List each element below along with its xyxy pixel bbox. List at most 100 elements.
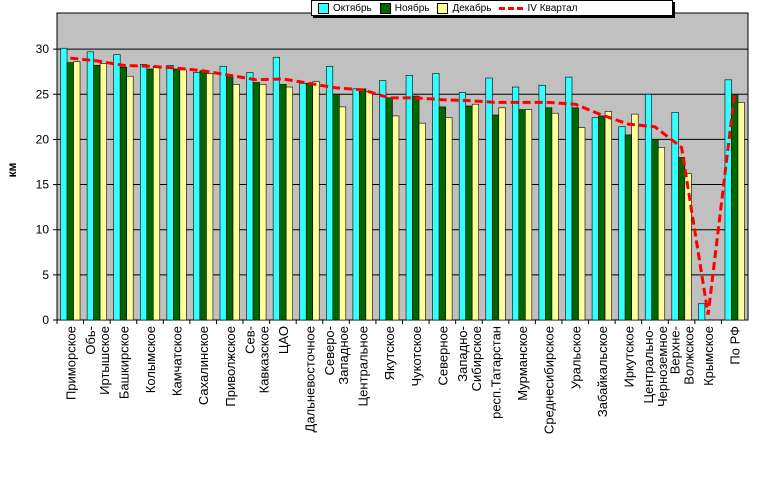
x-tick-label-text: Башкирское: [116, 326, 131, 399]
x-tick-label: Уральское: [568, 326, 583, 389]
legend-label-december: Декабрь: [452, 2, 492, 14]
bar-Октябрь-Центрально-Черноземное: [644, 93, 653, 321]
legend-label-quarter: IV Квартал: [527, 2, 578, 14]
bar-Октябрь-Камчатское: [166, 65, 174, 321]
x-tick-label: Приволжское: [223, 326, 238, 407]
bar-Октябрь-Северное: [432, 73, 440, 321]
x-tick-label-text: Обь-: [83, 326, 98, 355]
x-tick-label: Верхне- Волжское: [668, 326, 697, 385]
bar-Декабрь-Дальневосточное: [312, 81, 320, 321]
bar-Декабрь-Северо-Западное: [339, 106, 347, 321]
bar-Ноябрь-Чукотское: [412, 95, 420, 321]
bar-Декабрь-Иркутское: [631, 113, 639, 321]
x-tick-label: Обь- Иртышское: [83, 326, 112, 395]
bar-Декабрь-Якутское: [392, 115, 400, 321]
bar-Ноябрь-ЦАО: [279, 84, 287, 321]
bar-Декабрь-респ.Татарстан: [498, 107, 506, 321]
x-tick-label: Сев- Кавказское: [242, 326, 271, 393]
x-tick-label-text: По РФ: [728, 326, 743, 365]
x-tick-label-text: Иркутское: [621, 326, 636, 388]
x-tick-label: Колымское: [143, 326, 158, 393]
x-tick-label: Западно- Сибирское: [455, 326, 484, 391]
bar-Декабрь-Камчатское: [179, 69, 187, 321]
legend-item-october: Октябрь: [318, 2, 372, 14]
bar-Октябрь-Северо-Западное: [326, 65, 334, 321]
bar-Декабрь-По РФ: [737, 102, 745, 321]
y-tick-label: 30: [36, 42, 50, 56]
bar-Ноябрь-Северное: [438, 106, 446, 321]
y-axis: 0 5 10 15 20 25 30: [36, 42, 57, 327]
x-tick-label-text: Центрально-: [641, 326, 656, 404]
bars: [60, 47, 745, 321]
x-tick-label-text: Колымское: [143, 326, 158, 393]
y-tick-label: 25: [36, 87, 50, 101]
bar-Октябрь-Забайкальское: [591, 117, 599, 321]
bar-Октябрь-Чукотское: [405, 75, 413, 321]
bar-Октябрь-Приволжское: [219, 65, 227, 321]
bar-Октябрь-Западно-Сибирское: [458, 92, 466, 321]
bar-Ноябрь-Приморское: [66, 62, 74, 321]
bar-Декабрь-Приморское: [73, 61, 81, 321]
bar-Октябрь-Колымское: [139, 64, 148, 321]
x-tick-label: Башкирское: [116, 326, 131, 399]
x-axis: Приморское Обь- Иртышское Башкирское Колымск…: [56, 320, 743, 434]
bar-Ноябрь-Мурманское: [518, 109, 526, 321]
bar-Декабрь-Мурманское: [525, 109, 533, 321]
bar-Октябрь-Уральское: [565, 76, 573, 321]
x-tick-label-text: Волжское: [682, 326, 697, 385]
bar-Декабрь-Колымское: [152, 65, 161, 321]
bar-Декабрь-Центрально-Черноземное: [657, 147, 666, 321]
bar-Ноябрь-Дальневосточное: [305, 83, 314, 321]
bar-Ноябрь-Якутское: [385, 97, 393, 321]
bar-Ноябрь-Среднесибирское: [545, 107, 553, 321]
bar-Ноябрь-Центрально-Черноземное: [651, 139, 659, 321]
bar-Декабрь-Обь-Иртышское: [99, 63, 107, 321]
legend-swatch-november: [379, 2, 391, 14]
bar-Декабрь-Уральское: [578, 127, 586, 321]
y-tick-label: 20: [36, 132, 50, 146]
x-tick-label-text: Чукотское: [409, 326, 424, 387]
bar-Декабрь-Среднесибирское: [551, 112, 559, 321]
x-tick-label-text: Черноземное: [655, 326, 670, 407]
bar-Октябрь-Дальневосточное: [299, 83, 307, 321]
x-tick-label: Среднесибирское: [542, 326, 557, 434]
bar-Декабрь-Центральное: [365, 91, 373, 321]
bar-Октябрь-Мурманское: [512, 86, 520, 321]
legend-label-october: Октябрь: [333, 2, 372, 14]
y-tick-label: 15: [36, 178, 50, 192]
bar-Ноябрь-Северо-Западное: [332, 93, 340, 321]
bar-Ноябрь-Сахалинское: [199, 70, 207, 321]
bar-Ноябрь-Западно-Сибирское: [465, 105, 473, 321]
x-tick-label-text: Северо-: [322, 326, 337, 375]
x-tick-label-text: Сахалинское: [196, 326, 211, 405]
x-tick-label-text: Камчатское: [170, 326, 185, 396]
x-tick-label: Северо- Западное: [322, 326, 351, 385]
x-tick-label: Камчатское: [170, 326, 185, 396]
x-tick-label: По РФ: [728, 326, 743, 365]
x-tick-label-text: Дальневосточное: [303, 326, 318, 432]
x-tick-label: ЦАО: [276, 326, 291, 354]
x-tick-label: Мурманское: [515, 326, 530, 401]
plot-area: [56, 12, 749, 321]
bar-Октябрь-По РФ: [724, 79, 732, 321]
line-IV Квартал: [70, 56, 737, 315]
bar-Октябрь-Крымское: [698, 303, 706, 321]
bar-Ноябрь-Верхне-Волжское: [678, 157, 686, 321]
bar-Ноябрь-Забайкальское: [598, 115, 606, 321]
bar-Октябрь-Башкирское: [113, 54, 121, 321]
bar-Ноябрь-Приволжское: [226, 75, 234, 321]
bar-Октябрь-Центральное: [352, 88, 360, 321]
bar-Декабрь-Башкирское: [126, 75, 134, 321]
x-tick-label-text: Мурманское: [515, 326, 530, 401]
x-tick-label-text: Иртышское: [97, 326, 112, 395]
legend-line-quarter: [499, 6, 524, 10]
x-tick-label: Северное: [435, 326, 450, 385]
quarter-line: [70, 56, 737, 315]
bar-Октябрь-Сев-Кавказское: [246, 72, 254, 321]
x-tick-label-text: Западно-: [455, 326, 470, 382]
bar-Октябрь-Сахалинское: [193, 72, 201, 321]
bar-Октябрь-Среднесибирское: [538, 84, 546, 321]
bar-Декабрь-Сахалинское: [206, 73, 214, 321]
bar-Декабрь-Забайкальское: [604, 111, 612, 321]
